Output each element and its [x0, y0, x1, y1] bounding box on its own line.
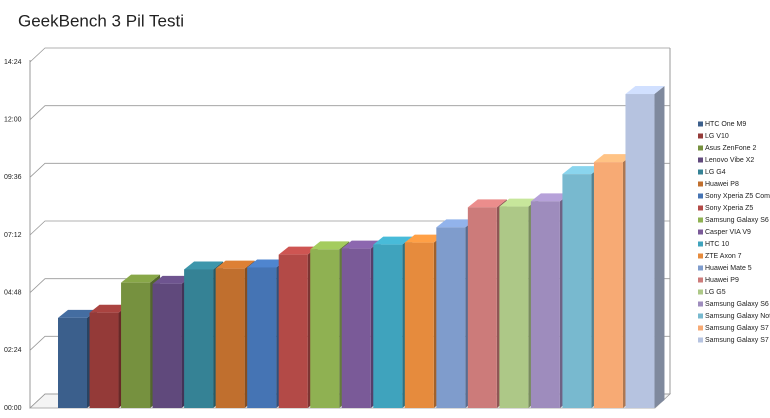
- legend-swatch: [698, 337, 703, 343]
- legend-swatch: [698, 241, 703, 247]
- legend-label: ZTE Axon 7: [705, 253, 742, 260]
- bar-top: [404, 234, 444, 243]
- bar: [184, 269, 214, 408]
- bar-top: [593, 154, 633, 163]
- legend-label: HTC One M9: [705, 121, 746, 128]
- legend-swatch: [698, 169, 703, 175]
- bar: [310, 249, 340, 408]
- bar: [215, 268, 245, 408]
- legend-swatch: [698, 325, 703, 331]
- legend-swatch: [698, 205, 703, 211]
- bar: [499, 206, 529, 408]
- y-tick-label: 07:12: [4, 232, 22, 239]
- legend-swatch: [698, 301, 703, 307]
- legend-label: Samsung Galaxy S7 edge: [705, 337, 770, 344]
- legend-label: Samsung Galaxy Note 5: [705, 313, 770, 320]
- bar: [121, 282, 151, 408]
- bar-top: [341, 240, 381, 249]
- legend-label: Huawei Mate 5: [705, 265, 752, 272]
- legend-swatch: [698, 181, 703, 187]
- bar: [436, 227, 466, 408]
- bar-top: [373, 236, 413, 245]
- bar: [247, 267, 277, 408]
- legend-swatch: [698, 289, 703, 295]
- bar-top: [247, 259, 287, 268]
- bar: [625, 94, 655, 408]
- legend-label: Asus ZenFone 2: [705, 145, 756, 152]
- bar: [58, 317, 87, 408]
- bar-top: [121, 274, 161, 283]
- bar-side: [654, 86, 665, 408]
- grid-line: [29, 105, 670, 120]
- legend-label: Samsung Galaxy S6 edge: [705, 301, 770, 308]
- legend-swatch: [698, 145, 703, 151]
- bar-top: [152, 275, 192, 284]
- y-tick-label: 00:00: [4, 405, 22, 412]
- legend-swatch: [698, 229, 703, 235]
- grid-line: [29, 162, 670, 178]
- bar: [593, 162, 623, 408]
- bar-top: [467, 199, 507, 208]
- bar-top: [625, 86, 665, 95]
- legend-label: HTC 10: [705, 241, 729, 248]
- legend-swatch: [698, 193, 703, 199]
- bar-top: [436, 219, 476, 228]
- bar-top: [58, 309, 97, 318]
- y-tick-label: 14:24: [4, 59, 22, 66]
- bar: [278, 254, 308, 408]
- legend-swatch: [698, 313, 703, 319]
- bar-top: [184, 261, 224, 270]
- bar: [89, 312, 119, 408]
- y-tick-label: 09:36: [4, 174, 22, 181]
- legend-swatch: [698, 133, 703, 139]
- legend-swatch: [698, 157, 703, 163]
- bar: [152, 283, 182, 408]
- y-tick-label: 04:48: [4, 290, 22, 297]
- bar-top: [530, 193, 570, 202]
- bar: [404, 242, 434, 408]
- legend-label: LG G4: [705, 169, 726, 176]
- chart-title: GeekBench 3 Pil Testi: [18, 11, 184, 30]
- legend-label: Sony Xperia Z5: [705, 205, 753, 212]
- legend-label: Huawei P9: [705, 277, 739, 284]
- bar-top: [310, 241, 350, 250]
- bar: [562, 174, 592, 408]
- legend-label: Samsung Galaxy S6 Edge: [705, 217, 770, 224]
- legend-label: Huawei P8: [705, 181, 739, 188]
- legend-label: Lenovo Vibe X2: [705, 157, 754, 164]
- legend-label: LG G5: [705, 289, 726, 296]
- legend-label: Casper VIA V9: [705, 229, 751, 236]
- legend-label: Samsung Galaxy S7: [705, 325, 769, 332]
- bar: [530, 201, 560, 408]
- y-tick-label: 02:24: [4, 347, 22, 354]
- legend-label: LG V10: [705, 133, 729, 140]
- bar: [341, 248, 371, 408]
- legend-swatch: [698, 121, 703, 127]
- bar-top: [215, 260, 255, 269]
- bar: [467, 207, 497, 408]
- bar-top: [278, 246, 318, 255]
- y-tick-label: 12:00: [4, 117, 22, 124]
- bar: [373, 244, 403, 408]
- legend-swatch: [698, 253, 703, 259]
- bar-top: [499, 198, 539, 207]
- grid-line: [29, 47, 670, 63]
- bar-top: [562, 166, 602, 175]
- bar-top: [89, 304, 129, 313]
- legend-swatch: [698, 217, 703, 223]
- legend-swatch: [698, 277, 703, 283]
- legend-label: Sony Xperia Z5 Compact: [705, 193, 770, 200]
- legend-swatch: [698, 265, 703, 271]
